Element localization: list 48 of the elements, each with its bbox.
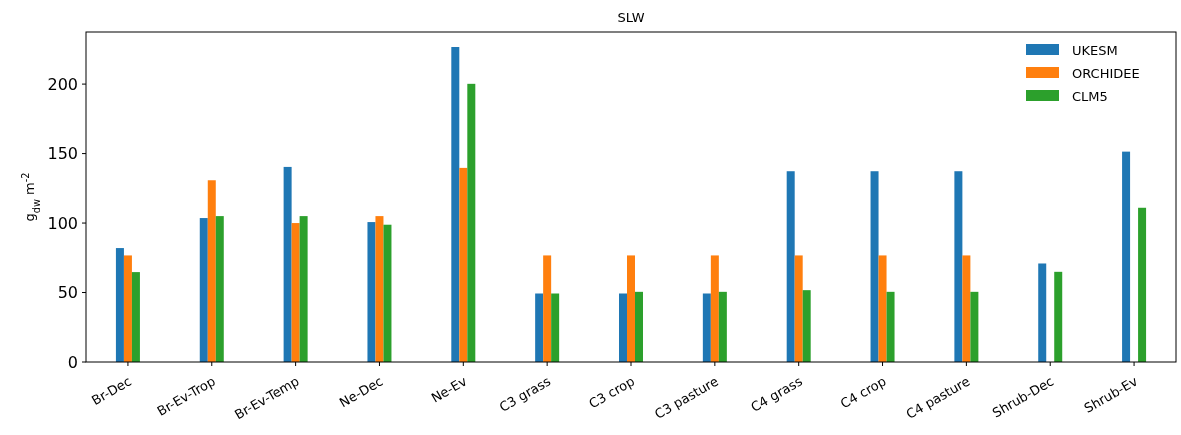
- bar: [878, 255, 887, 362]
- bar: [283, 166, 292, 362]
- bar: [535, 293, 544, 362]
- bar: [115, 248, 124, 362]
- bar: [215, 216, 224, 362]
- bar: [702, 293, 711, 362]
- bar: [551, 293, 560, 362]
- bar: [1138, 207, 1147, 362]
- bar: [367, 222, 376, 362]
- legend-label: ORCHIDEE: [1072, 65, 1140, 81]
- bar: [131, 272, 140, 362]
- bar: [718, 291, 727, 362]
- bar: [802, 290, 811, 362]
- x-tick-label: C4 crop: [837, 373, 889, 412]
- bar: [1054, 271, 1063, 362]
- bar: [451, 47, 460, 362]
- bar: [870, 171, 879, 362]
- bar: [886, 291, 895, 362]
- chart-title: SLW: [617, 10, 645, 25]
- bar: [543, 255, 552, 362]
- y-tick-label: 100: [47, 213, 78, 233]
- bar: [383, 224, 392, 362]
- bar: [123, 255, 132, 362]
- y-tick-label: 50: [57, 283, 78, 303]
- x-tick-label: C3 crop: [586, 373, 638, 412]
- bar: [786, 171, 795, 362]
- bar: [299, 216, 308, 362]
- bar: [207, 180, 216, 362]
- bar: [970, 291, 979, 362]
- bar: [635, 291, 643, 362]
- bar: [794, 255, 803, 362]
- bar: [627, 255, 635, 362]
- bar: [954, 171, 963, 362]
- legend-label: CLM5: [1072, 88, 1108, 104]
- bar: [467, 83, 476, 362]
- bar: [619, 293, 627, 362]
- legend-label: UKESM: [1072, 42, 1118, 58]
- bar: [375, 216, 384, 362]
- bar: [291, 223, 300, 362]
- bar: [710, 255, 719, 362]
- bar: [1038, 263, 1047, 362]
- bar: [199, 218, 208, 362]
- bar: [1122, 151, 1131, 362]
- y-tick-label: 150: [47, 144, 78, 164]
- bar: [459, 167, 468, 362]
- y-tick-label: 0: [67, 352, 78, 372]
- y-tick-label: 200: [47, 74, 78, 94]
- bar: [962, 255, 971, 362]
